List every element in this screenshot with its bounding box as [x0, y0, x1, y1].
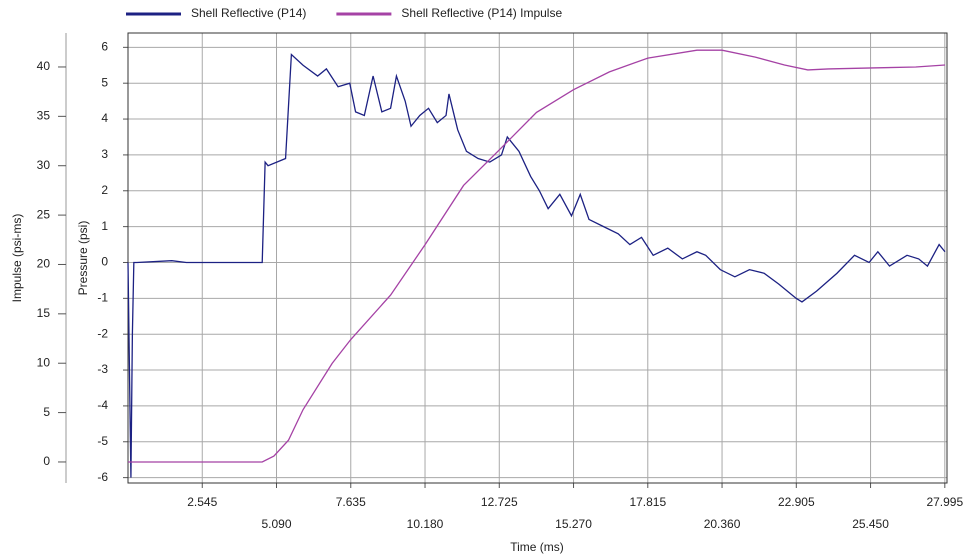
y-axis-label: Pressure (psi)	[76, 221, 90, 296]
y2-tick-label: 40	[37, 59, 51, 73]
y2-tick-label: 25	[37, 207, 51, 221]
plot-frame	[127, 32, 948, 484]
legend-label: Shell Reflective (P14)	[191, 6, 306, 20]
series-line	[127, 53, 946, 478]
x-tick-label: 27.995	[926, 495, 963, 509]
x-tick-label: 20.360	[704, 517, 741, 531]
y-tick-label: 2	[101, 183, 108, 197]
y-tick-label: 0	[101, 255, 108, 269]
y-tick-label: 6	[101, 40, 108, 54]
x-tick-label: 22.905	[778, 495, 815, 509]
x-axis-label: Time (ms)	[510, 540, 564, 554]
y2-tick-label: 35	[37, 109, 51, 123]
y-tick-label: 5	[101, 75, 108, 89]
y2-tick-label: 10	[37, 355, 51, 369]
y2-tick-label: 20	[37, 257, 51, 271]
y-tick-label: -1	[97, 291, 108, 305]
y2-axis-label: Impulse (psi-ms)	[10, 214, 24, 303]
y-tick-label: -6	[97, 470, 108, 484]
x-tick-label: 25.450	[852, 517, 889, 531]
y-tick-label: 4	[101, 111, 108, 125]
x-tick-label: 5.090	[261, 517, 291, 531]
x-tick-label: 2.545	[187, 495, 217, 509]
y-tick-label: -3	[97, 362, 108, 376]
x-tick-label: 15.270	[555, 517, 592, 531]
y-tick-label: 3	[101, 147, 108, 161]
y2-tick-label: 15	[37, 306, 51, 320]
y2-tick-label: 30	[37, 158, 51, 172]
x-tick-label: 10.180	[407, 517, 444, 531]
y2-tick-label: 0	[43, 454, 50, 468]
y-tick-label: 1	[101, 219, 108, 233]
x-tick-label: 7.635	[336, 495, 366, 509]
x-tick-label: 17.815	[629, 495, 666, 509]
series-line	[128, 49, 946, 463]
y-tick-label: -5	[97, 434, 108, 448]
y-tick-label: -4	[97, 398, 108, 412]
y-tick-label: -2	[97, 326, 108, 340]
x-tick-label: 12.725	[481, 495, 518, 509]
legend-label: Shell Reflective (P14) Impulse	[401, 6, 562, 20]
y2-tick-label: 5	[43, 405, 50, 419]
